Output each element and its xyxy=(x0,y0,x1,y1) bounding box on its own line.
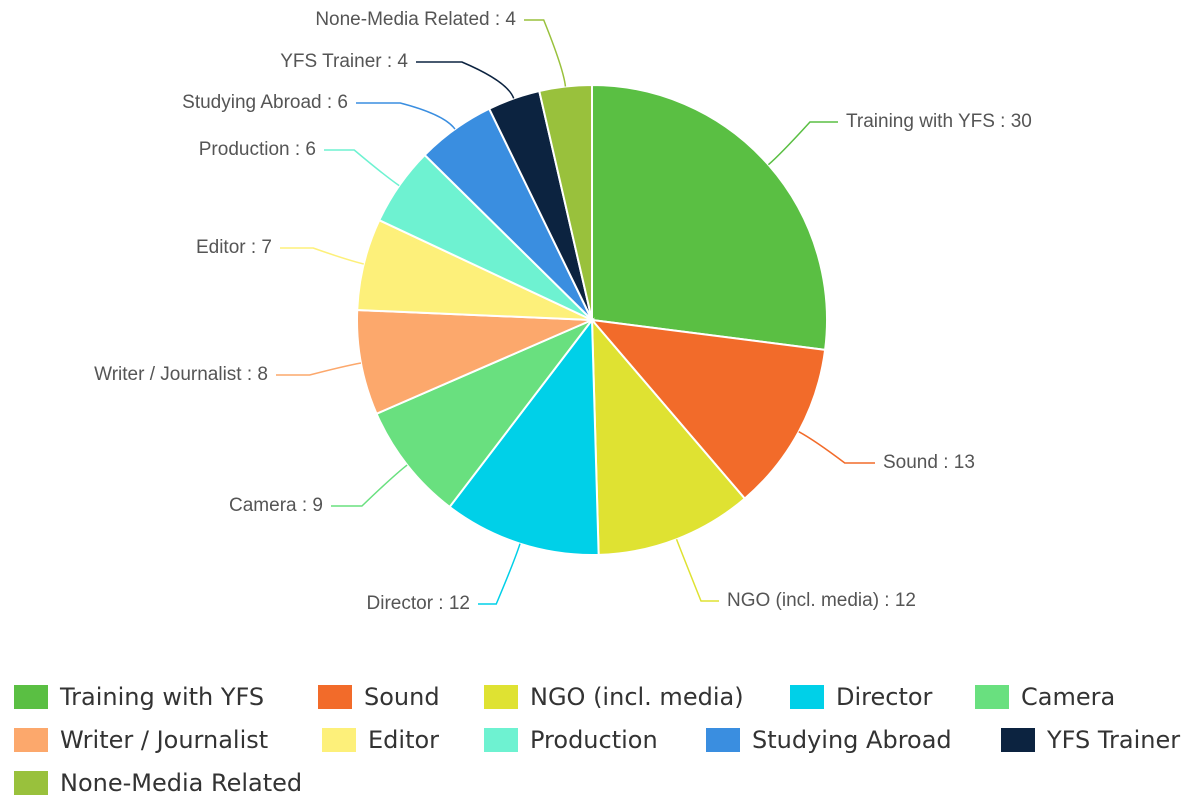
data-label: YFS Trainer : 4 xyxy=(280,51,408,72)
connector xyxy=(675,539,719,602)
data-label: Studying Abroad : 6 xyxy=(182,92,348,113)
legend-label: Studying Abroad xyxy=(752,726,952,754)
pie-slice xyxy=(590,317,747,556)
legend-swatch xyxy=(14,771,48,795)
pie-slice xyxy=(356,308,593,416)
legend-swatch xyxy=(14,728,48,752)
connector xyxy=(524,19,567,87)
connector xyxy=(276,362,362,376)
legend-swatch xyxy=(318,685,352,709)
legend-label: Camera xyxy=(1021,683,1115,711)
connector xyxy=(324,149,400,187)
legend-label: YFS Trainer xyxy=(1046,726,1180,754)
legend-swatch xyxy=(790,685,824,709)
legend-swatch xyxy=(322,728,356,752)
data-label: NGO (incl. media) : 12 xyxy=(727,590,916,611)
legend-label: Sound xyxy=(364,683,440,711)
legend-label: Training with YFS xyxy=(59,683,264,711)
connector xyxy=(356,102,456,130)
connector xyxy=(798,431,875,464)
data-label: Editor : 7 xyxy=(196,237,272,258)
data-label: Camera : 9 xyxy=(229,495,323,516)
legend-label: Writer / Journalist xyxy=(60,726,268,754)
data-label: Production : 6 xyxy=(199,139,316,160)
legend-swatch xyxy=(975,685,1009,709)
legend-label: Director xyxy=(836,683,933,711)
data-label: Director : 12 xyxy=(367,593,470,614)
legend-label: NGO (incl. media) xyxy=(530,683,744,711)
legend-swatch xyxy=(14,685,48,709)
legend-swatch xyxy=(484,685,518,709)
legend-label: Production xyxy=(530,726,658,754)
legend-swatch xyxy=(484,728,518,752)
legend-label: None-Media Related xyxy=(60,769,302,796)
legend-swatch xyxy=(1001,728,1035,752)
connector xyxy=(331,464,408,507)
pie-slice xyxy=(591,83,828,351)
pie-slice xyxy=(448,317,600,556)
legend-swatch xyxy=(706,728,740,752)
data-label: Training with YFS : 30 xyxy=(846,111,1032,132)
pie-slice xyxy=(538,83,593,321)
data-label: Writer / Journalist : 8 xyxy=(94,364,268,385)
connector xyxy=(478,543,521,605)
connector xyxy=(280,247,364,265)
connector xyxy=(767,121,838,166)
data-label: None-Media Related : 4 xyxy=(315,9,516,30)
legend-label: Editor xyxy=(368,726,439,754)
pie-slice xyxy=(375,317,596,509)
data-label: Sound : 13 xyxy=(883,452,975,473)
connector xyxy=(416,61,515,99)
